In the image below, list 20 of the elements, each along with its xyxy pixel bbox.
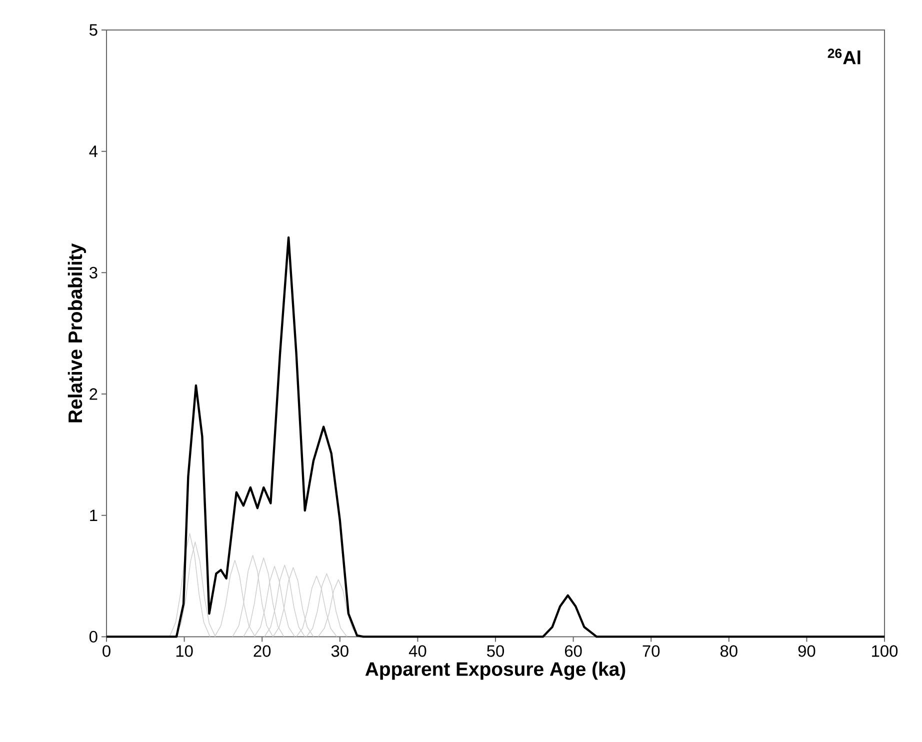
y-axis-title: Relative Probability — [68, 243, 86, 422]
x-tick-label: 100 — [872, 645, 898, 657]
y-tick-label: 5 — [89, 24, 98, 36]
x-axis-title: Apparent Exposure Age (ka) — [365, 662, 626, 680]
y-tick-label: 1 — [90, 510, 98, 522]
y-tick-label: 2 — [90, 388, 98, 400]
y-tick-label: 4 — [89, 146, 98, 157]
x-tick-label: 90 — [798, 645, 816, 657]
x-tick-label: 80 — [720, 645, 738, 657]
x-tick-label: 50 — [487, 645, 504, 657]
x-tick-label: 30 — [331, 645, 348, 657]
x-tick-label: 70 — [642, 645, 660, 657]
x-tick-label: 40 — [408, 645, 426, 657]
annotation: $^{26}$Al — [828, 48, 860, 64]
x-tick-label: 10 — [176, 645, 193, 657]
x-tick-label: 20 — [254, 645, 271, 657]
y-tick-label: 3 — [89, 266, 98, 278]
x-tick-label: 0 — [102, 645, 110, 657]
x-tick-label: 60 — [564, 645, 582, 657]
y-tick-label: 0 — [89, 630, 98, 643]
